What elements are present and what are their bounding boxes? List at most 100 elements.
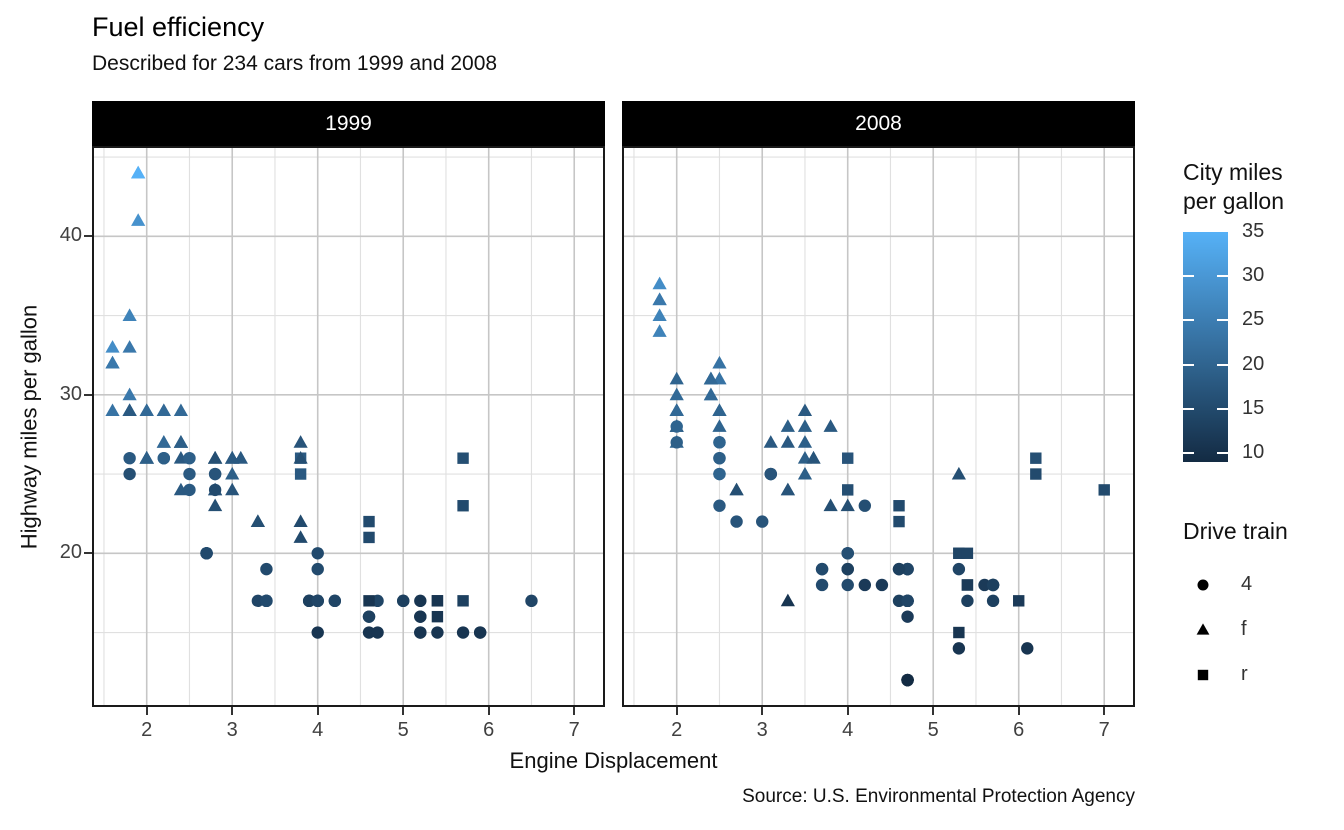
data-point-triangle xyxy=(797,403,813,417)
data-point-triangle xyxy=(797,466,813,480)
x-tick-label: 2 xyxy=(141,719,153,741)
colorbar-tick-label: 10 xyxy=(1242,441,1265,464)
colorbar-tick-mark xyxy=(1183,275,1194,278)
x-tick-mark xyxy=(145,707,148,715)
data-point-triangle xyxy=(105,403,120,417)
data-point-circle xyxy=(311,594,324,608)
x-axis-title: Engine Displacement xyxy=(509,748,718,773)
data-point-square xyxy=(893,515,905,528)
data-point-circle xyxy=(123,451,136,465)
x-tick-label: 5 xyxy=(397,719,409,741)
data-point-circle xyxy=(952,642,966,655)
data-point-triangle xyxy=(208,450,223,464)
y-tick-label: 20 xyxy=(59,541,82,564)
data-point-square xyxy=(294,468,307,480)
data-point-circle xyxy=(362,610,376,623)
data-point-square xyxy=(363,515,375,528)
data-point-triangle xyxy=(669,371,684,385)
shape-legend-title: Drive train xyxy=(1183,518,1288,544)
data-point-square xyxy=(457,500,469,512)
y-tick-mark xyxy=(84,235,92,238)
data-point-circle xyxy=(670,420,683,433)
data-point-circle xyxy=(157,451,171,465)
data-point-circle xyxy=(841,547,854,560)
data-point-triangle xyxy=(225,466,240,480)
panel-border xyxy=(622,146,1135,707)
data-point-triangle xyxy=(293,514,308,527)
data-point-circle xyxy=(978,578,991,592)
data-point-circle xyxy=(713,436,726,449)
data-point-square xyxy=(457,452,469,464)
data-point-triangle xyxy=(173,435,189,448)
data-point-square xyxy=(363,595,375,607)
facet-strip-1999: 1999 xyxy=(92,101,605,146)
data-point-triangle xyxy=(122,308,137,321)
data-point-circle xyxy=(397,594,410,608)
data-point-square xyxy=(953,547,965,559)
key-circle xyxy=(1197,579,1209,591)
data-point-square xyxy=(842,452,854,464)
data-point-triangle xyxy=(652,276,667,290)
source-caption: Source: U.S. Environmental Protection Ag… xyxy=(742,786,1135,807)
colorbar-tick-label: 15 xyxy=(1242,396,1265,419)
data-point-triangle xyxy=(652,324,667,337)
colorbar-tick-mark xyxy=(1217,407,1228,410)
facet-strip-label-1999: 1999 xyxy=(325,111,372,135)
triangle-key-icon xyxy=(1191,618,1215,642)
data-point-triangle xyxy=(293,530,308,543)
panel-plot-area xyxy=(622,146,1135,707)
x-tick-mark xyxy=(761,707,764,715)
y-tick-mark xyxy=(84,393,92,396)
data-point-square xyxy=(893,500,905,512)
data-point-circle xyxy=(183,451,196,465)
colorbar-tick-mark xyxy=(1183,452,1194,455)
data-point-triangle xyxy=(652,292,667,306)
data-point-circle xyxy=(986,594,1000,608)
x-tick-label: 2 xyxy=(671,719,683,741)
data-point-circle xyxy=(473,626,487,639)
x-tick-label: 6 xyxy=(1013,719,1025,741)
data-point-circle xyxy=(311,562,324,576)
circle-key-svg xyxy=(1197,579,1209,591)
facet-strip-label-2008: 2008 xyxy=(855,111,902,135)
data-point-triangle xyxy=(763,435,778,448)
data-point-circle xyxy=(841,562,854,576)
data-point-triangle xyxy=(780,482,795,496)
data-point-square xyxy=(1030,468,1042,480)
data-point-circle xyxy=(414,626,427,639)
x-tick-label: 6 xyxy=(483,719,495,741)
data-point-circle xyxy=(208,483,222,497)
data-point-square xyxy=(1030,452,1042,464)
data-point-square xyxy=(431,595,444,607)
data-point-circle xyxy=(311,626,324,639)
scatter-panel-2008 xyxy=(622,146,1135,707)
data-point-triangle xyxy=(122,403,137,417)
data-point-triangle xyxy=(797,419,813,432)
data-point-circle xyxy=(260,594,273,608)
data-point-circle xyxy=(901,594,914,608)
x-tick-label: 4 xyxy=(312,719,324,741)
data-point-triangle xyxy=(105,340,120,353)
x-tick-mark xyxy=(846,707,849,715)
data-point-circle xyxy=(858,578,872,592)
colorbar-tick-mark xyxy=(1217,275,1228,278)
panel-border xyxy=(92,146,605,707)
colorbar-tick-mark xyxy=(1183,363,1194,366)
data-point-triangle xyxy=(293,450,308,464)
data-point-triangle xyxy=(122,340,137,353)
data-point-triangle xyxy=(105,355,120,369)
data-point-triangle xyxy=(156,435,171,448)
data-point-circle xyxy=(713,467,726,481)
data-point-circle xyxy=(183,467,196,481)
data-point-circle xyxy=(901,673,914,687)
x-tick-mark xyxy=(932,707,935,715)
x-tick-mark xyxy=(1017,707,1020,715)
data-point-triangle xyxy=(156,403,171,417)
data-point-square xyxy=(1013,595,1025,607)
key-triangle xyxy=(1196,623,1210,635)
data-point-circle xyxy=(302,594,316,608)
y-tick-mark xyxy=(84,552,92,555)
data-point-circle xyxy=(892,562,906,576)
triangle-key-svg xyxy=(1196,623,1210,635)
